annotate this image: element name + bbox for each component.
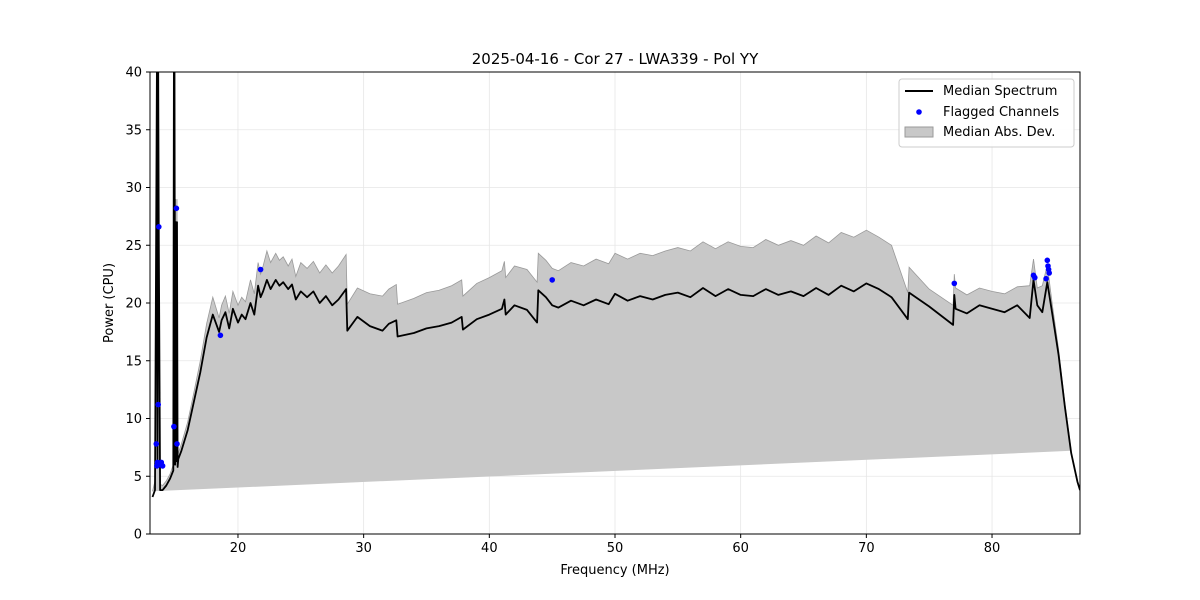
x-tick-label: 70 (858, 541, 875, 556)
flagged-point (1032, 274, 1038, 281)
y-tick-label: 5 (134, 470, 142, 485)
y-tick-label: 15 (125, 354, 142, 369)
flagged-point (173, 205, 180, 212)
x-tick-label: 60 (732, 541, 749, 556)
x-tick-label: 80 (984, 541, 1001, 556)
flagged-point (1043, 275, 1049, 282)
median-spectrum-line (151, 72, 1080, 498)
flagged-point (951, 280, 958, 287)
legend-flagged-swatch (916, 109, 922, 115)
flagged-point (217, 332, 224, 339)
mad-band (152, 72, 1072, 492)
x-axis-ticks: 20 30 40 50 60 70 80 (230, 534, 1001, 556)
flagged-point (159, 463, 166, 469)
flagged-channels-points (153, 205, 1052, 469)
legend-box (898, 78, 1075, 148)
y-tick-label: 20 (125, 297, 142, 312)
flagged-point (155, 401, 161, 408)
x-tick-label: 50 (607, 541, 624, 556)
flagged-point (156, 224, 162, 230)
x-tick-label: 30 (355, 541, 372, 556)
legend-median-label: Median Spectrum (943, 84, 1057, 99)
legend-flagged-label: Flagged Channels (943, 105, 1059, 120)
y-tick-label: 0 (134, 528, 142, 543)
y-tick-label: 25 (125, 239, 142, 254)
flagged-point (1044, 257, 1051, 264)
flagged-point (1046, 270, 1052, 276)
chart-title: 2025-04-16 - Cor 27 - LWA339 - Pol YY (472, 50, 759, 68)
legend: Median Spectrum Flagged Channels Median … (898, 78, 1075, 148)
legend-mad-label: Median Abs. Dev. (943, 125, 1055, 140)
y-tick-label: 40 (125, 66, 142, 81)
x-tick-label: 40 (481, 541, 498, 556)
y-tick-label: 30 (125, 181, 142, 196)
x-axis-label: Frequency (MHz) (560, 563, 669, 578)
flagged-point (549, 277, 555, 283)
plot-area (151, 72, 1080, 498)
y-tick-label: 10 (125, 412, 142, 427)
y-axis-label: Power (CPU) (102, 263, 117, 343)
y-axis-ticks: 0 5 10 15 20 25 30 35 40 (125, 66, 150, 543)
flagged-point (174, 441, 180, 447)
legend-mad-swatch (904, 126, 934, 138)
flagged-point (171, 423, 177, 430)
y-tick-label: 35 (125, 123, 142, 138)
flagged-point (153, 441, 160, 447)
flagged-point (257, 266, 264, 273)
x-tick-label: 20 (230, 541, 247, 556)
